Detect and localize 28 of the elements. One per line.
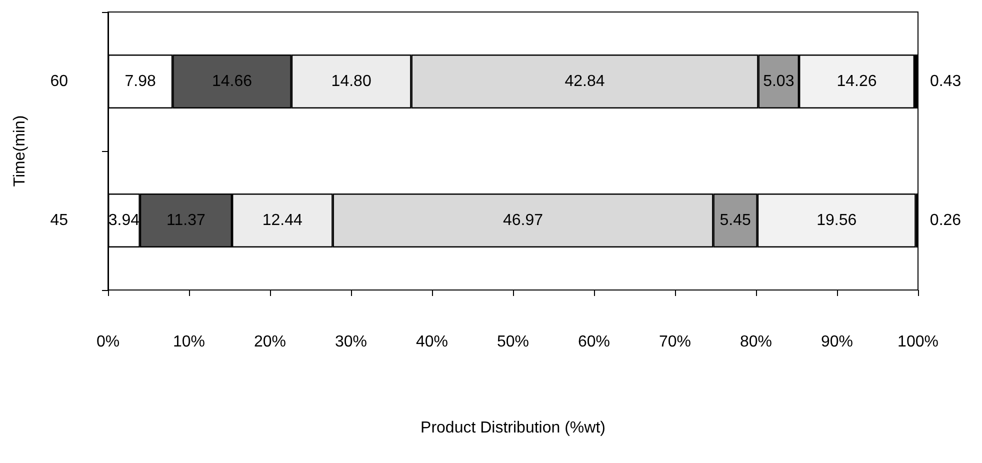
x-tick-label: 20% bbox=[254, 334, 286, 350]
data-label: 5.45 bbox=[720, 212, 751, 229]
x-axis-title: Product Distribution (%wt) bbox=[420, 420, 606, 436]
data-label: 0.43 bbox=[930, 73, 962, 90]
data-label: 14.66 bbox=[212, 73, 252, 90]
x-tick-label: 10% bbox=[172, 334, 206, 350]
x-tick-label: 30% bbox=[334, 334, 368, 350]
data-label: 11.37 bbox=[166, 212, 206, 229]
data-label: 7.98 bbox=[124, 73, 156, 90]
x-tick-label: 0% bbox=[96, 334, 120, 350]
x-tick-label: 90% bbox=[820, 334, 854, 350]
data-label: 5.03 bbox=[763, 73, 794, 90]
y-tick-label: 45 bbox=[50, 212, 68, 229]
x-tick-label: 40% bbox=[416, 334, 448, 350]
y-axis-title: Time(min) bbox=[12, 115, 28, 187]
y-tick-label: 60 bbox=[50, 73, 68, 90]
data-label: 19.56 bbox=[816, 212, 857, 229]
x-tick-label: 80% bbox=[740, 334, 772, 350]
x-tick-label: 50% bbox=[496, 334, 530, 350]
x-tick-label: 60% bbox=[578, 334, 610, 350]
x-tick-label: 100% bbox=[898, 334, 938, 350]
x-tick-label: 70% bbox=[658, 334, 692, 350]
data-label: 46.97 bbox=[502, 212, 544, 229]
data-label: 12.44 bbox=[262, 212, 303, 229]
data-label: 0.26 bbox=[930, 212, 962, 229]
data-label: 14.26 bbox=[836, 73, 877, 90]
data-label: 14.80 bbox=[331, 73, 372, 90]
data-label: 42.84 bbox=[564, 73, 605, 90]
